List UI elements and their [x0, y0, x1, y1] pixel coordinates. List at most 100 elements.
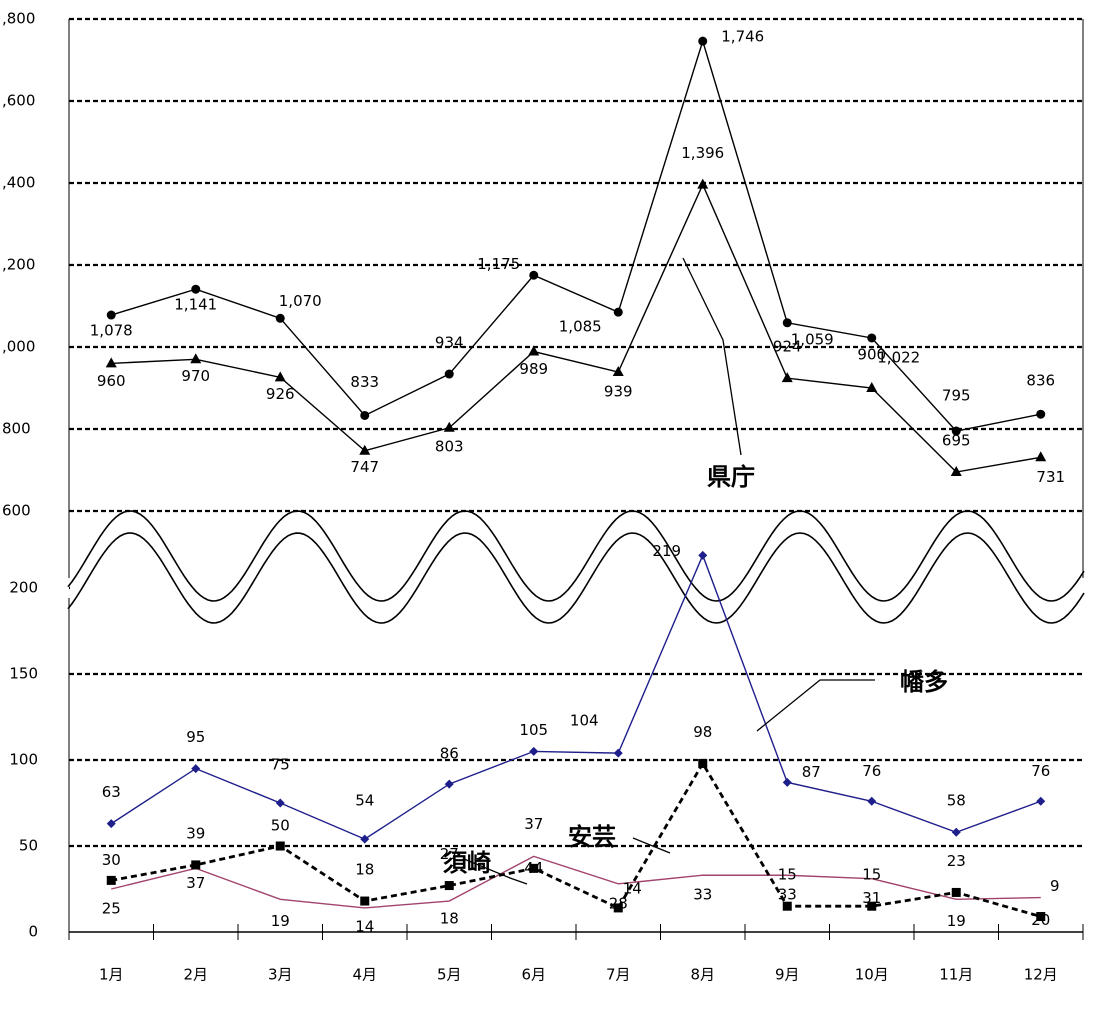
data-label: 95: [186, 728, 205, 746]
data-label: 15: [778, 866, 797, 884]
series-kencho-lower-point: [950, 466, 962, 477]
data-label: 731: [1036, 468, 1065, 486]
series-kencho-lower-point: [359, 444, 371, 455]
data-label: 747: [350, 458, 379, 476]
series-aki-point: [867, 901, 877, 911]
x-tick-label: 6月: [521, 966, 546, 984]
data-label: 1,022: [877, 348, 920, 366]
x-tick-label: 3月: [268, 966, 293, 984]
series-kencho-upper-point: [444, 369, 454, 379]
data-label: 989: [519, 360, 548, 378]
series-kencho-upper-point: [106, 310, 116, 320]
series-hata-point: [191, 764, 201, 774]
data-label: 19: [271, 912, 290, 930]
series-hata-point: [275, 798, 285, 808]
y-tick-label: 0: [28, 923, 38, 941]
bottom-series: [106, 550, 1046, 922]
series-kencho-lower-point: [697, 178, 709, 189]
data-label: 18: [440, 910, 459, 928]
series-label-hata: 幡多: [900, 668, 948, 696]
data-label: 9: [1050, 877, 1060, 895]
data-label: 105: [519, 721, 548, 739]
series-susaki-line: [111, 855, 1041, 909]
break-wave-upper: [67, 510, 1085, 602]
series-hata-point: [444, 779, 454, 789]
x-tick-label: 4月: [352, 966, 377, 984]
y-tick-label: ,000: [2, 338, 35, 356]
data-label: 87: [802, 763, 821, 781]
data-label: 98: [693, 723, 712, 741]
data-label: 15: [862, 866, 881, 884]
series-label-kencho: 県庁: [707, 463, 755, 491]
data-label: 836: [1026, 372, 1055, 390]
y-tick-label: 150: [9, 665, 38, 683]
series-hata-line: [110, 553, 1041, 840]
data-label: 76: [862, 762, 881, 780]
series-kencho-upper-point: [275, 313, 285, 323]
callout-line-hata: [756, 679, 875, 732]
series-kencho-lower-point: [528, 345, 540, 356]
data-label: 934: [435, 334, 464, 352]
data-label: 924: [773, 338, 802, 356]
y-tick-label: 200: [9, 579, 38, 597]
x-tick-label: 5月: [437, 966, 462, 984]
data-label: 76: [1031, 762, 1050, 780]
data-label: 803: [435, 437, 464, 455]
series-aki-point: [529, 863, 539, 873]
top-series: [105, 36, 1047, 477]
series-kencho-upper-point: [613, 307, 623, 317]
data-label: 63: [102, 783, 121, 801]
series-kencho-lower-point: [443, 421, 455, 432]
series-aki-point: [1036, 912, 1046, 922]
data-label: 14: [355, 917, 374, 935]
series-kencho-lower-point: [612, 366, 624, 377]
data-label: 50: [271, 817, 290, 835]
break-wave-lower: [67, 532, 1085, 624]
data-label: 37: [186, 874, 205, 892]
data-label: 39: [186, 824, 205, 842]
series-hata-point: [951, 827, 961, 837]
x-tick-label: 12月: [1024, 966, 1058, 984]
series-hata-point: [867, 796, 877, 806]
data-label: 20: [1031, 911, 1050, 929]
series-kencho-upper-point: [191, 284, 201, 294]
x-tick-label: 7月: [606, 966, 631, 984]
data-label: 1,396: [681, 144, 724, 162]
series-aki-point: [698, 758, 708, 768]
x-tick-label: 9月: [775, 966, 800, 984]
data-label: 25: [102, 900, 121, 918]
series-hata-point: [698, 550, 708, 560]
data-label: 939: [604, 383, 633, 401]
data-label: 1,059: [791, 330, 834, 348]
series-aki-line: [110, 760, 1042, 918]
data-label: 86: [440, 745, 459, 763]
data-label: 33: [693, 886, 712, 904]
data-label: 30: [102, 851, 121, 869]
series-kencho-lower-point: [274, 371, 286, 382]
break-gap: [70, 540, 1082, 596]
y-tick-label: ,600: [2, 92, 35, 110]
series-hata-point: [529, 746, 539, 756]
data-label: 219: [652, 542, 681, 560]
data-label: 695: [942, 432, 971, 450]
series-aki-point: [191, 860, 201, 870]
data-label: 1,085: [559, 318, 602, 336]
data-label: 58: [947, 792, 966, 810]
series-kencho-lower-point: [105, 357, 117, 368]
data-label: 795: [942, 387, 971, 405]
x-tick-label: 10月: [855, 966, 889, 984]
data-label: 970: [181, 367, 210, 385]
data-label: 104: [570, 712, 599, 730]
data-label: 23: [947, 852, 966, 870]
data-label: 926: [266, 385, 295, 403]
data-labels: 1,078 1,141 1,070 833 934 1,175 1,085 1,746 1,05…: [90, 28, 1065, 936]
data-label: 19: [947, 912, 966, 930]
series-aki-point: [360, 896, 370, 906]
y-tick-label: 800: [2, 420, 31, 438]
data-label: 75: [271, 756, 290, 774]
y-tick-label: ,400: [2, 174, 35, 192]
bottom-grid: 0 50 100 150 200: [9, 579, 1083, 941]
data-label: 37: [524, 815, 543, 833]
